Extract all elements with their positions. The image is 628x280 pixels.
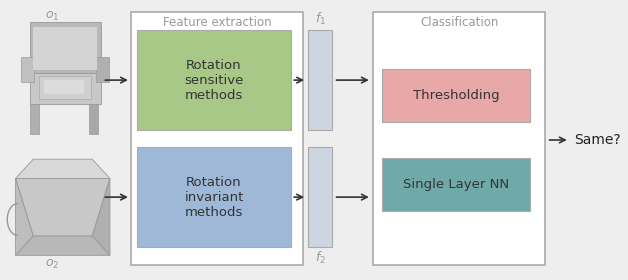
FancyBboxPatch shape — [137, 147, 291, 247]
FancyBboxPatch shape — [382, 69, 530, 122]
FancyBboxPatch shape — [373, 12, 546, 265]
FancyBboxPatch shape — [308, 147, 332, 247]
Text: $f_1$: $f_1$ — [315, 11, 326, 27]
Text: Feature extraction: Feature extraction — [163, 17, 271, 29]
FancyBboxPatch shape — [137, 30, 291, 130]
Text: Rotation
invariant
methods: Rotation invariant methods — [185, 176, 244, 219]
Text: Thresholding: Thresholding — [413, 89, 499, 102]
Text: Rotation
sensitive
methods: Rotation sensitive methods — [185, 59, 244, 102]
Text: Single Layer NN: Single Layer NN — [403, 178, 509, 191]
FancyBboxPatch shape — [308, 30, 332, 130]
Text: $f_2$: $f_2$ — [315, 250, 326, 267]
Text: Same?: Same? — [575, 133, 621, 147]
Text: $o_1$: $o_1$ — [45, 10, 59, 23]
FancyBboxPatch shape — [131, 12, 303, 265]
Text: $o_2$: $o_2$ — [45, 257, 59, 270]
Text: Classification: Classification — [420, 17, 499, 29]
FancyBboxPatch shape — [382, 158, 530, 211]
